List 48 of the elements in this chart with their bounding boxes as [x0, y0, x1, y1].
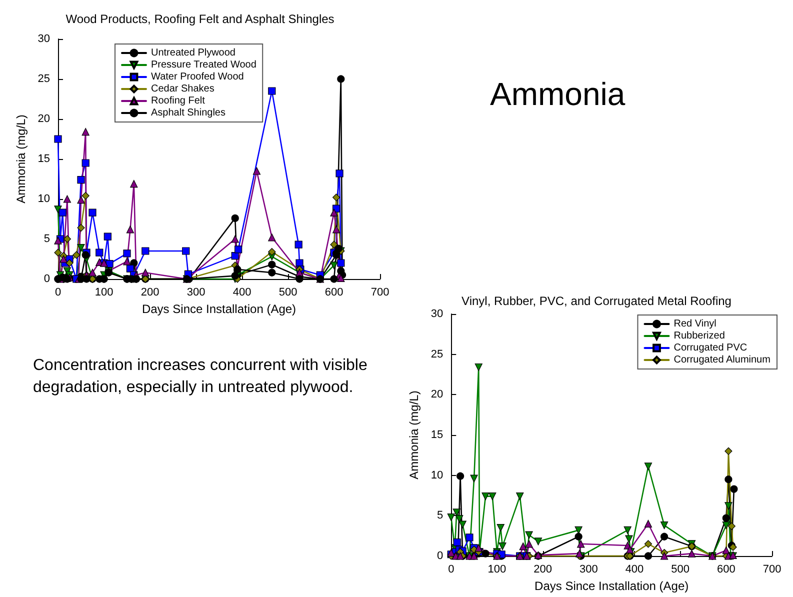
x-tick-label: 0: [448, 564, 454, 576]
legend-label: Asphalt Shingles: [151, 108, 226, 118]
y-axis-title: Ammonia (mg/L): [14, 114, 28, 204]
x-tick-label: 200: [534, 564, 552, 576]
x-tick-label: 300: [579, 564, 598, 576]
x-tick-label: 500: [671, 564, 690, 576]
x-tick-label: 0: [54, 286, 62, 298]
legend-label: Pressure Treated Wood: [151, 60, 256, 70]
legend-label: Untreated Plywood: [151, 48, 236, 58]
y-tick-label: 30: [430, 308, 444, 320]
x-tick-label: 300: [186, 286, 206, 298]
x-tick-label: 700: [370, 286, 390, 298]
x-axis-title: Days Since Installation (Age): [534, 579, 689, 593]
chart-title: Vinyl, Rubber, PVC, and Corrugated Metal Roofing: [462, 294, 732, 308]
chart-title: Wood Products, Roofing Felt and Asphalt Shingles: [66, 12, 334, 26]
legend-label: Water Proofed Wood: [151, 72, 244, 82]
legend-label: Red Vinyl: [674, 318, 716, 330]
y-tick-label: 20: [38, 113, 50, 125]
x-tick-label: 400: [232, 286, 252, 298]
legend-label: Corrugated Aluminum: [674, 354, 770, 366]
legend-label: Roofing Felt: [151, 96, 206, 106]
y-tick-label: 10: [38, 193, 50, 205]
x-tick-label: 600: [716, 564, 736, 576]
y-tick-label: 20: [430, 388, 444, 401]
text: Ammonia: [490, 76, 626, 113]
y-tick-label: 15: [38, 153, 50, 165]
x-tick-label: 600: [324, 286, 344, 298]
y-tick-label: 15: [430, 429, 444, 441]
y-tick-label: 5: [437, 510, 444, 522]
y-tick-label: 0: [437, 550, 444, 562]
y-axis-title: Ammonia (mg/L): [407, 390, 421, 480]
x-tick-label: 700: [762, 564, 782, 576]
legend-label: Cedar Shakes: [151, 84, 214, 94]
x-tick-label: 200: [140, 286, 160, 298]
x-tick-label: 100: [94, 286, 114, 298]
y-tick-label: 5: [44, 233, 50, 245]
x-tick-label: 500: [278, 286, 298, 298]
y-tick-label: 25: [38, 73, 50, 85]
x-tick-label: 100: [488, 564, 506, 576]
legend-label: Rubberized: [674, 330, 725, 342]
legend-label: Corrugated PVC: [674, 342, 748, 354]
x-tick-label: 400: [625, 564, 644, 576]
y-tick-label: 0: [44, 273, 50, 285]
x-axis-title: Days Since Installation (Age): [142, 302, 296, 316]
y-tick-label: 30: [38, 33, 50, 45]
text: Concentration increases concurrent with visible degradation, especially in untreated plywood.: [33, 356, 368, 398]
y-tick-label: 10: [430, 469, 444, 482]
y-tick-label: 25: [430, 348, 444, 360]
